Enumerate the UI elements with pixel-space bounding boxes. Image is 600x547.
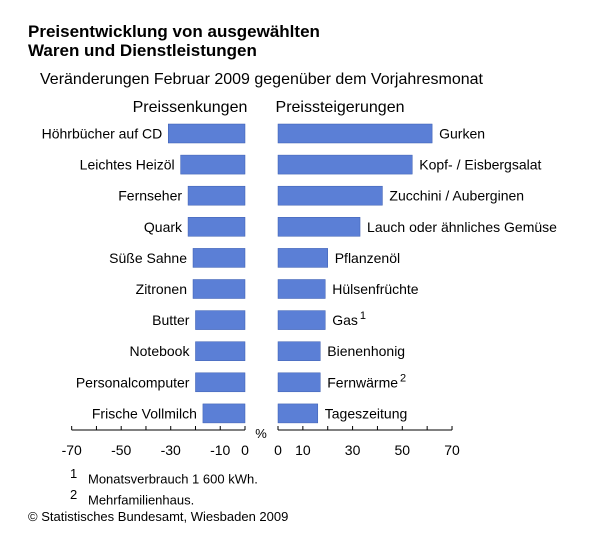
right-bar bbox=[277, 217, 361, 237]
right-bar bbox=[277, 279, 326, 299]
right-bar bbox=[277, 403, 319, 424]
right-tick-label: 50 bbox=[395, 442, 411, 458]
left-bar bbox=[192, 279, 246, 299]
right-bar bbox=[277, 123, 433, 144]
left-bar bbox=[180, 154, 246, 175]
right-bar-label: Gurken bbox=[439, 126, 485, 142]
right-bar-label: Lauch oder ähnliches Gemüse bbox=[367, 219, 557, 235]
chart-title-line1: Preisentwicklung von ausgewählten bbox=[28, 22, 320, 41]
left-bar bbox=[167, 123, 246, 144]
right-bar-label: Zucchini / Auberginen bbox=[389, 188, 524, 204]
left-bar-label: Notebook bbox=[130, 343, 191, 359]
right-bar bbox=[277, 154, 413, 175]
footnote-2: 2 Mehrfamilienhaus. bbox=[70, 487, 258, 508]
footnote-1: 1 Monatsverbrauch 1 600 kWh. bbox=[70, 466, 258, 487]
left-bar bbox=[187, 185, 246, 206]
left-tick-label: -30 bbox=[161, 442, 181, 458]
footnote-2-mark: 2 bbox=[70, 487, 78, 503]
left-bar-label: Süße Sahne bbox=[109, 250, 187, 266]
right-bar-label: Tageszeitung bbox=[325, 405, 408, 421]
left-bar-label: Höhrbücher auf CD bbox=[42, 126, 163, 142]
unit-label: % bbox=[255, 426, 267, 441]
footnote-marker: 2 bbox=[400, 372, 406, 384]
right-tick-label: 10 bbox=[295, 442, 311, 458]
left-bar bbox=[187, 217, 246, 237]
left-bar-label: Frische Vollmilch bbox=[92, 405, 197, 421]
right-tick-label: 70 bbox=[444, 442, 460, 458]
right-bar-label: Bienenhonig bbox=[327, 343, 405, 359]
right-bar-label: Kopf- / Eisbergsalat bbox=[419, 157, 541, 173]
right-bar-label: Gas 1 bbox=[332, 310, 366, 328]
source-credit: © Statistisches Bundesamt, Wiesbaden 200… bbox=[28, 509, 289, 524]
chart-title-line2: Waren und Dienstleistungen bbox=[28, 41, 257, 60]
footnote-1-text: Monatsverbrauch 1 600 kWh. bbox=[88, 471, 258, 487]
left-bar-label: Butter bbox=[152, 312, 190, 328]
right-bar bbox=[277, 248, 328, 268]
right-bar-label: Fernwärme 2 bbox=[327, 372, 406, 390]
left-bar bbox=[195, 372, 246, 393]
right-bar-label: Hülsenfrüchte bbox=[332, 281, 419, 297]
right-bar bbox=[277, 310, 326, 330]
left-bar-label: Quark bbox=[144, 219, 183, 235]
left-bar bbox=[202, 403, 246, 424]
footnote-2-text: Mehrfamilienhaus. bbox=[88, 492, 195, 508]
left-bar bbox=[195, 341, 246, 361]
right-bar bbox=[277, 372, 321, 393]
left-bar-label: Leichtes Heizöl bbox=[80, 157, 175, 173]
left-bar-label: Fernseher bbox=[118, 188, 182, 204]
right-tick-label: 0 bbox=[274, 442, 282, 458]
left-tick-label: -50 bbox=[111, 442, 131, 458]
right-tick-label: 30 bbox=[345, 442, 361, 458]
left-tick-label: -70 bbox=[62, 442, 82, 458]
chart-subtitle: Veränderungen Februar 2009 gegenüber dem… bbox=[40, 71, 483, 88]
left-bar-label: Personalcomputer bbox=[76, 374, 190, 390]
left-bar bbox=[195, 310, 246, 330]
right-bar-label: Pflanzenöl bbox=[335, 250, 400, 266]
chart-title: Preisentwicklung von ausgewählten Waren … bbox=[28, 22, 320, 60]
left-bar bbox=[192, 248, 246, 268]
left-panel-title: Preissenkungen bbox=[133, 99, 248, 116]
left-tick-label: 0 bbox=[241, 442, 249, 458]
right-bar bbox=[277, 341, 321, 361]
footnote-1-mark: 1 bbox=[70, 466, 78, 481]
right-bar bbox=[277, 185, 383, 206]
left-tick-label: -10 bbox=[210, 442, 230, 458]
left-bar-label: Zitronen bbox=[136, 281, 187, 297]
footnote-marker: 1 bbox=[360, 310, 366, 322]
footnotes: 1 Monatsverbrauch 1 600 kWh. 2 Mehrfamilie… bbox=[70, 466, 258, 509]
right-panel-title: Preissteigerungen bbox=[276, 99, 405, 116]
